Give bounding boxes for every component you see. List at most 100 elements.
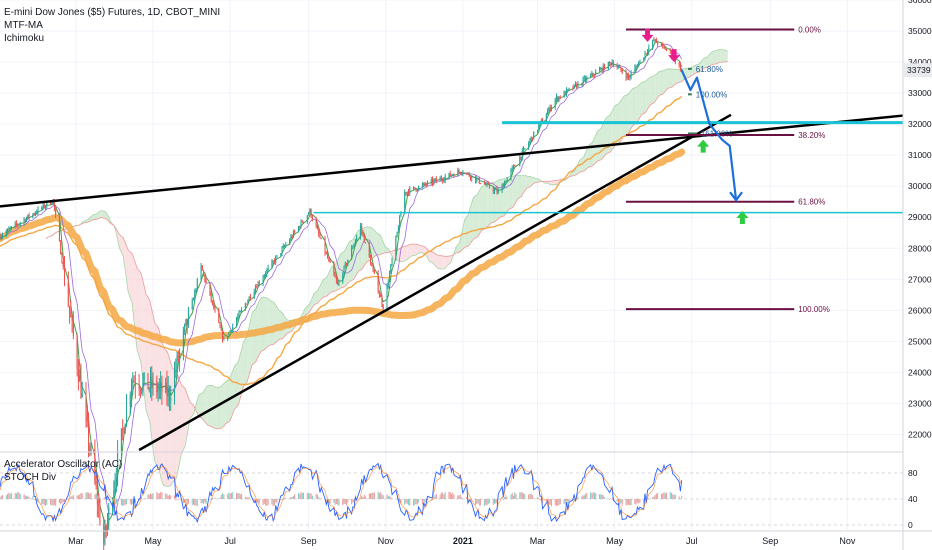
candle-body <box>523 148 525 151</box>
candle-body <box>0 236 2 239</box>
candle-body <box>185 318 187 325</box>
ac-histogram-bar <box>380 492 382 499</box>
candle-body <box>372 266 374 270</box>
ac-histogram-bar <box>630 499 632 506</box>
ac-histogram-bar <box>598 494 600 499</box>
ac-histogram-bar <box>227 494 229 499</box>
ac-histogram-bar <box>308 493 310 499</box>
ac-histogram-bar <box>273 499 275 506</box>
cloud-segment <box>243 336 248 387</box>
candle-body <box>381 297 383 305</box>
ac-histogram-bar <box>644 499 646 500</box>
candle-body <box>227 336 229 340</box>
candle-body <box>563 91 565 98</box>
candle-body <box>148 387 150 390</box>
study-stoch-div[interactable]: STOCH Div <box>4 472 57 483</box>
ac-histogram-bar <box>167 495 169 499</box>
cloud-segment <box>699 61 702 72</box>
cloud-segment <box>362 228 364 270</box>
ac-histogram-bar <box>511 492 513 499</box>
ac-histogram-bar <box>591 493 593 499</box>
candle-body <box>142 380 144 390</box>
y-tick-label: 24000 <box>908 367 932 377</box>
cloud-segment <box>720 49 722 63</box>
x-tick-label: Mar <box>68 536 84 546</box>
ac-histogram-bar <box>611 497 613 499</box>
cloud-segment <box>534 177 536 184</box>
cloud-segment <box>274 303 277 344</box>
candle-body <box>177 355 179 360</box>
ac-histogram-bar <box>607 498 609 499</box>
candle-body <box>98 504 100 506</box>
ac-histogram-bar <box>387 495 389 499</box>
cloud-segment <box>516 175 518 202</box>
drawings[interactable]: 0.00%61.80%100.00%161.80% 38.20%61.80%100… <box>0 25 904 452</box>
candle-body <box>223 339 225 341</box>
cloud-segment <box>526 175 531 189</box>
ac-histogram-bar <box>253 499 255 502</box>
ac-histogram-bar <box>361 495 363 499</box>
candle-body <box>19 222 21 225</box>
x-tick-label: Jul <box>224 536 236 546</box>
candle-body <box>520 156 522 158</box>
ac-histogram-bar <box>416 499 418 505</box>
candle-body <box>103 523 105 544</box>
candle-body <box>151 377 153 389</box>
ac-histogram-bar <box>443 494 445 499</box>
ac-histogram-bar <box>168 494 170 499</box>
ac-histogram-bar <box>129 499 131 504</box>
candle-body <box>478 177 480 184</box>
ac-histogram-bar <box>662 493 664 499</box>
candle-body <box>58 215 60 241</box>
senkou-span-b <box>45 61 728 430</box>
ac-histogram-bar <box>533 498 535 499</box>
cloud-segment <box>101 210 106 219</box>
candle-body <box>492 187 494 192</box>
ac-histogram-bar <box>628 499 630 505</box>
cloud-segment <box>488 183 490 226</box>
study-mtf-ma[interactable]: MTF-MA <box>4 20 43 31</box>
ac-histogram-bar <box>218 498 220 499</box>
cloud-segment <box>168 355 170 487</box>
ac-histogram-bar <box>625 499 627 506</box>
candle-body <box>337 280 339 285</box>
ac-histogram-bar <box>18 492 20 499</box>
ac-histogram-bar <box>488 499 490 503</box>
ac-histogram-bar <box>27 495 29 499</box>
study-accelerator[interactable]: Accelerator Oscillator (AC) <box>4 459 123 470</box>
ac-histogram-bar <box>77 495 79 499</box>
ac-histogram-bar <box>265 499 267 506</box>
y-tick-label: 28000 <box>908 243 932 253</box>
ac-histogram-bar <box>566 499 568 502</box>
ac-histogram-bar <box>439 494 441 499</box>
ac-histogram-bar <box>338 499 340 506</box>
ac-histogram-bar <box>174 495 176 499</box>
candle-body <box>636 66 638 68</box>
cloud-segment <box>481 186 483 232</box>
candle-body <box>645 53 647 55</box>
ac-histogram-bar <box>585 493 587 499</box>
candle-body <box>679 64 681 71</box>
candle-body <box>123 428 125 434</box>
candle-body <box>361 225 363 232</box>
cloud-segment <box>549 181 551 185</box>
ac-histogram-bar <box>665 492 668 499</box>
cloud-segment <box>668 68 673 89</box>
cloud-segment <box>725 50 727 62</box>
ac-histogram-bar <box>377 491 379 499</box>
cloud-segment <box>269 300 274 346</box>
ac-histogram-bar <box>343 499 345 505</box>
ac-histogram-bar <box>372 492 374 499</box>
cloud-segment <box>162 343 164 486</box>
cloud-segment <box>550 181 552 185</box>
ac-histogram-bar <box>123 499 125 506</box>
ac-histogram-bar <box>69 498 71 499</box>
cloud-segment <box>673 69 675 86</box>
candle-body <box>327 253 329 259</box>
cloud-segment <box>259 297 262 354</box>
cloud-segment <box>373 229 375 258</box>
study-ichimoku[interactable]: Ichimoku <box>4 33 45 44</box>
cloud-segment <box>486 184 488 229</box>
symbol-title[interactable]: E-mini Dow Jones ($5) Futures, 1D, CBOT_… <box>4 7 221 18</box>
